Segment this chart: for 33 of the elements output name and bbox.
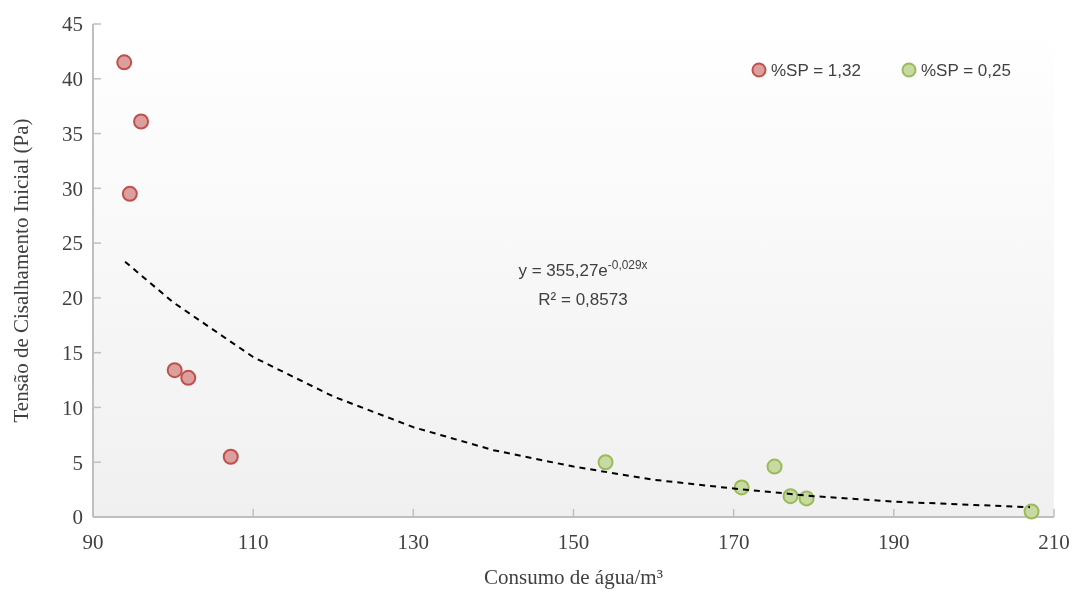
point	[121, 185, 138, 202]
point	[116, 54, 133, 71]
legend-label: %SP = 0,25	[921, 61, 1011, 80]
y-tick-label: 0	[72, 505, 83, 530]
x-tick-label: 110	[237, 530, 269, 554]
x-tick-label: 130	[397, 530, 430, 554]
point	[597, 454, 614, 471]
x-tick-label: 170	[717, 530, 750, 554]
y-tick-label: 35	[62, 121, 83, 146]
point	[1023, 503, 1040, 520]
legend-label: %SP = 1,32	[771, 61, 861, 80]
x-tick-label: 150	[557, 530, 590, 554]
point	[166, 362, 183, 379]
point	[766, 458, 783, 475]
point	[133, 113, 150, 130]
y-tick-label: 15	[62, 341, 83, 366]
x-tick-label: 190	[878, 530, 910, 554]
y-tick-label: 5	[72, 450, 83, 475]
point	[180, 369, 197, 386]
x-tick-label: 210	[1038, 530, 1070, 554]
point	[222, 448, 239, 465]
y-tick-label: 20	[62, 286, 83, 311]
y-tick-label: 10	[62, 395, 83, 420]
y-axis-title: Tensão de Cisalhamento Inicial (Pa)	[9, 118, 33, 423]
point	[782, 488, 799, 505]
x-axis-title: Consumo de água/m³	[484, 565, 663, 589]
y-tick-label: 40	[62, 67, 83, 92]
y-tick-label: 30	[62, 176, 83, 201]
x-tick-label: 90	[82, 530, 104, 554]
y-tick-label: 45	[62, 12, 83, 37]
annotation: R² = 0,8573	[538, 290, 628, 309]
annotation: y = 355,27e$^{-0,029x}$	[518, 258, 648, 280]
y-tick-label: 25	[62, 231, 83, 256]
